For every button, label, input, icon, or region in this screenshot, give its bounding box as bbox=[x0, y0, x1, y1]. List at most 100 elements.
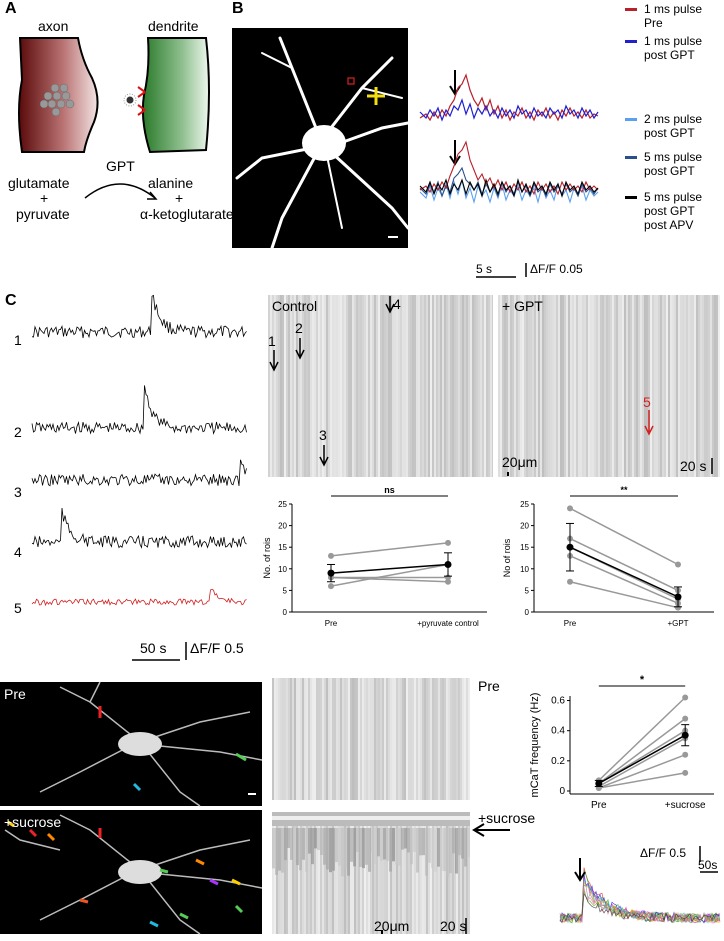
legend-swatch-3 bbox=[625, 156, 637, 159]
y-tick-label: 25 bbox=[520, 500, 529, 509]
legend-item-4: 5 ms pulse post GPT post APV bbox=[644, 190, 703, 232]
c-trace-1 bbox=[31, 294, 247, 339]
y-tick-label: 10 bbox=[278, 565, 287, 574]
y-tick-label: 0 bbox=[559, 786, 565, 797]
series-line-2 bbox=[330, 576, 449, 583]
legend-swatch-0 bbox=[625, 8, 637, 11]
y-tick-label: 5 bbox=[283, 586, 288, 595]
neuron-image-pre bbox=[0, 681, 263, 807]
c-trace-label-4: 4 bbox=[14, 544, 22, 560]
d-stim-arrow-icon bbox=[574, 858, 586, 882]
series-line-4 bbox=[569, 581, 679, 609]
significance-label: * bbox=[640, 674, 645, 686]
series-line-3 bbox=[330, 563, 449, 587]
y-tick-label: 20 bbox=[520, 522, 529, 531]
d-space-scale-label: 20μm bbox=[374, 918, 410, 934]
x-tick-label: +pyruvate control bbox=[417, 619, 479, 628]
panel-b-traces bbox=[419, 70, 599, 278]
synaptic-vesicles bbox=[39, 83, 75, 117]
series-line-1 bbox=[598, 718, 686, 785]
series-point-0-1 bbox=[445, 539, 451, 546]
series-point-0-1 bbox=[675, 561, 681, 568]
neuron-image-sucrose bbox=[0, 810, 263, 935]
panel-label-c: C bbox=[5, 292, 17, 309]
significance-label: ns bbox=[384, 485, 395, 495]
kymograph-gpt bbox=[498, 295, 720, 477]
series-line-3 bbox=[598, 737, 686, 788]
series-point-2-1 bbox=[445, 578, 451, 585]
series-line-4 bbox=[598, 754, 686, 789]
c-space-scale-label: 20μm bbox=[502, 454, 538, 470]
product-2: α-ketoglutarate bbox=[140, 206, 234, 222]
sucrose-arrow-icon bbox=[472, 823, 510, 837]
dendrite-shape bbox=[141, 37, 210, 154]
y-tick-label: 0 bbox=[283, 608, 288, 617]
mean-point-0 bbox=[327, 569, 335, 577]
y-axis-label: No of rois bbox=[502, 538, 512, 577]
kymo-control-label: Control bbox=[272, 298, 318, 314]
chart-gpt: 0 5 10 15 20 25 Pre +GPT No of rois ** bbox=[502, 485, 714, 628]
kymograph-control bbox=[268, 295, 493, 477]
series-point-0-0 bbox=[567, 505, 573, 512]
x-tick-label: Pre bbox=[325, 619, 338, 628]
panel-c-traces bbox=[31, 294, 247, 607]
d-df-scale-label: ΔF/F 0.5 bbox=[640, 846, 687, 860]
d-overlay-traces bbox=[559, 867, 721, 924]
kymo-marker-5: 5 bbox=[643, 394, 651, 410]
x-tick-label: Pre bbox=[564, 619, 577, 628]
c-trace-4 bbox=[31, 507, 247, 549]
d-kymo-sucrose-label: +sucrose bbox=[478, 810, 536, 826]
series-point-0-0 bbox=[328, 552, 334, 559]
d-kymo-time-scale-label: 20 s bbox=[440, 918, 467, 934]
series-line-0 bbox=[330, 542, 449, 557]
b-time-scale-label: 5 s bbox=[476, 262, 493, 276]
kymo-marker-1: 1 bbox=[268, 333, 276, 349]
legend-swatch-1 bbox=[625, 40, 637, 43]
kymo-gpt-label: + GPT bbox=[502, 298, 543, 314]
trace-5ms-post-gpt-apv bbox=[419, 178, 599, 198]
y-tick-label: 15 bbox=[278, 543, 287, 552]
mean-point-1 bbox=[681, 731, 689, 739]
c-time-scale-label: 50 s bbox=[140, 640, 167, 656]
synapse-diagram bbox=[18, 37, 210, 200]
mean-line bbox=[330, 563, 449, 574]
mean-line bbox=[569, 546, 679, 598]
d-trace-9 bbox=[559, 892, 721, 924]
legend-item-0: 1 ms pulse Pre bbox=[644, 2, 703, 30]
kymo-marker-4: 4 bbox=[393, 296, 401, 312]
neuron-image bbox=[232, 28, 410, 250]
mean-point-0 bbox=[595, 779, 603, 787]
significance-label: ** bbox=[620, 485, 628, 495]
y-tick-label: 0.6 bbox=[551, 696, 565, 707]
y-tick-label: 15 bbox=[520, 543, 529, 552]
series-point-5-1 bbox=[682, 769, 689, 776]
d-pre-label: Pre bbox=[4, 686, 26, 702]
y-tick-label: 25 bbox=[278, 500, 287, 509]
y-axis-label: No. of rois bbox=[262, 537, 272, 579]
gpt-arrow-icon bbox=[84, 183, 156, 199]
series-point-3-0 bbox=[328, 583, 334, 590]
kymograph-pre bbox=[272, 678, 470, 800]
mean-point-1 bbox=[444, 560, 452, 568]
series-point-1-1 bbox=[682, 715, 689, 722]
y-tick-label: 0 bbox=[525, 608, 530, 617]
stimulation-site-icon bbox=[367, 87, 385, 105]
series-line-0 bbox=[569, 507, 679, 566]
panel-label-b: B bbox=[232, 0, 244, 17]
kymo-marker-3: 3 bbox=[319, 427, 327, 443]
y-tick-label: 0.2 bbox=[551, 756, 565, 767]
mean-line bbox=[598, 734, 686, 785]
series-line-0 bbox=[598, 696, 686, 781]
chart-pyruvate: 0 5 10 15 20 25 Pre +pyruvate control No. of roi… bbox=[262, 485, 487, 628]
y-tick-label: 0.4 bbox=[551, 726, 565, 737]
kymo-markers bbox=[269, 296, 713, 476]
trace-1ms-pre-lower bbox=[419, 140, 599, 196]
panel-label-a: A bbox=[5, 0, 17, 17]
d-time-scale-label: 50s bbox=[698, 858, 718, 872]
x-tick-label: +GPT bbox=[667, 619, 688, 628]
c-trace-label-5: 5 bbox=[14, 600, 22, 616]
enzyme-label: GPT bbox=[106, 158, 135, 174]
axon-label: axon bbox=[38, 18, 69, 34]
series-line-5 bbox=[598, 772, 686, 789]
